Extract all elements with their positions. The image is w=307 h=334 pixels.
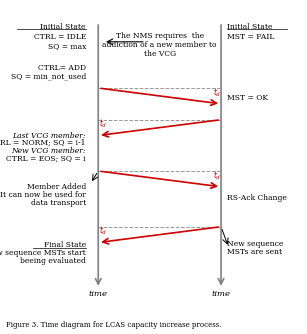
- Text: New VCG member:: New VCG member:: [11, 147, 86, 155]
- Text: CTRL = IDLE: CTRL = IDLE: [33, 33, 86, 41]
- Text: Final State: Final State: [44, 241, 86, 249]
- Text: Initial State: Initial State: [227, 23, 273, 31]
- Text: MST = OK: MST = OK: [227, 94, 268, 102]
- Text: time: time: [212, 290, 231, 298]
- Text: The NMS requires  the
addiction of a new member to
the VCG: The NMS requires the addiction of a new …: [103, 32, 217, 58]
- Text: $t_d$: $t_d$: [212, 170, 221, 182]
- Text: $t_d$: $t_d$: [212, 87, 221, 99]
- Text: time: time: [89, 290, 108, 298]
- Text: New sequence: New sequence: [227, 240, 284, 248]
- Text: New sequence MSTs start: New sequence MSTs start: [0, 249, 86, 257]
- Text: $t_d$: $t_d$: [99, 225, 107, 237]
- Text: RS-Ack Change: RS-Ack Change: [227, 194, 287, 202]
- Text: It can now be used for: It can now be used for: [0, 191, 86, 199]
- Text: MST = FAIL: MST = FAIL: [227, 33, 274, 41]
- Text: CTRL= ADD: CTRL= ADD: [38, 64, 86, 72]
- Text: $t_d$: $t_d$: [99, 118, 107, 130]
- Text: SQ = min_not_used: SQ = min_not_used: [11, 72, 86, 80]
- Text: Initial State: Initial State: [41, 23, 86, 31]
- Text: Member Added: Member Added: [27, 183, 86, 191]
- Text: SQ = max: SQ = max: [48, 42, 86, 50]
- Text: data transport: data transport: [31, 199, 86, 207]
- Text: CTRL = EOS; SQ = i: CTRL = EOS; SQ = i: [6, 154, 86, 162]
- Text: MSTs are sent: MSTs are sent: [227, 248, 282, 256]
- Text: Last VCG member:: Last VCG member:: [13, 132, 86, 140]
- Text: CTRL = NORM; SQ = i-1: CTRL = NORM; SQ = i-1: [0, 139, 86, 147]
- Text: Figure 3. Time diagram for LCAS capacity increase process.: Figure 3. Time diagram for LCAS capacity…: [6, 321, 222, 329]
- Text: beeing evaluated: beeing evaluated: [20, 257, 86, 265]
